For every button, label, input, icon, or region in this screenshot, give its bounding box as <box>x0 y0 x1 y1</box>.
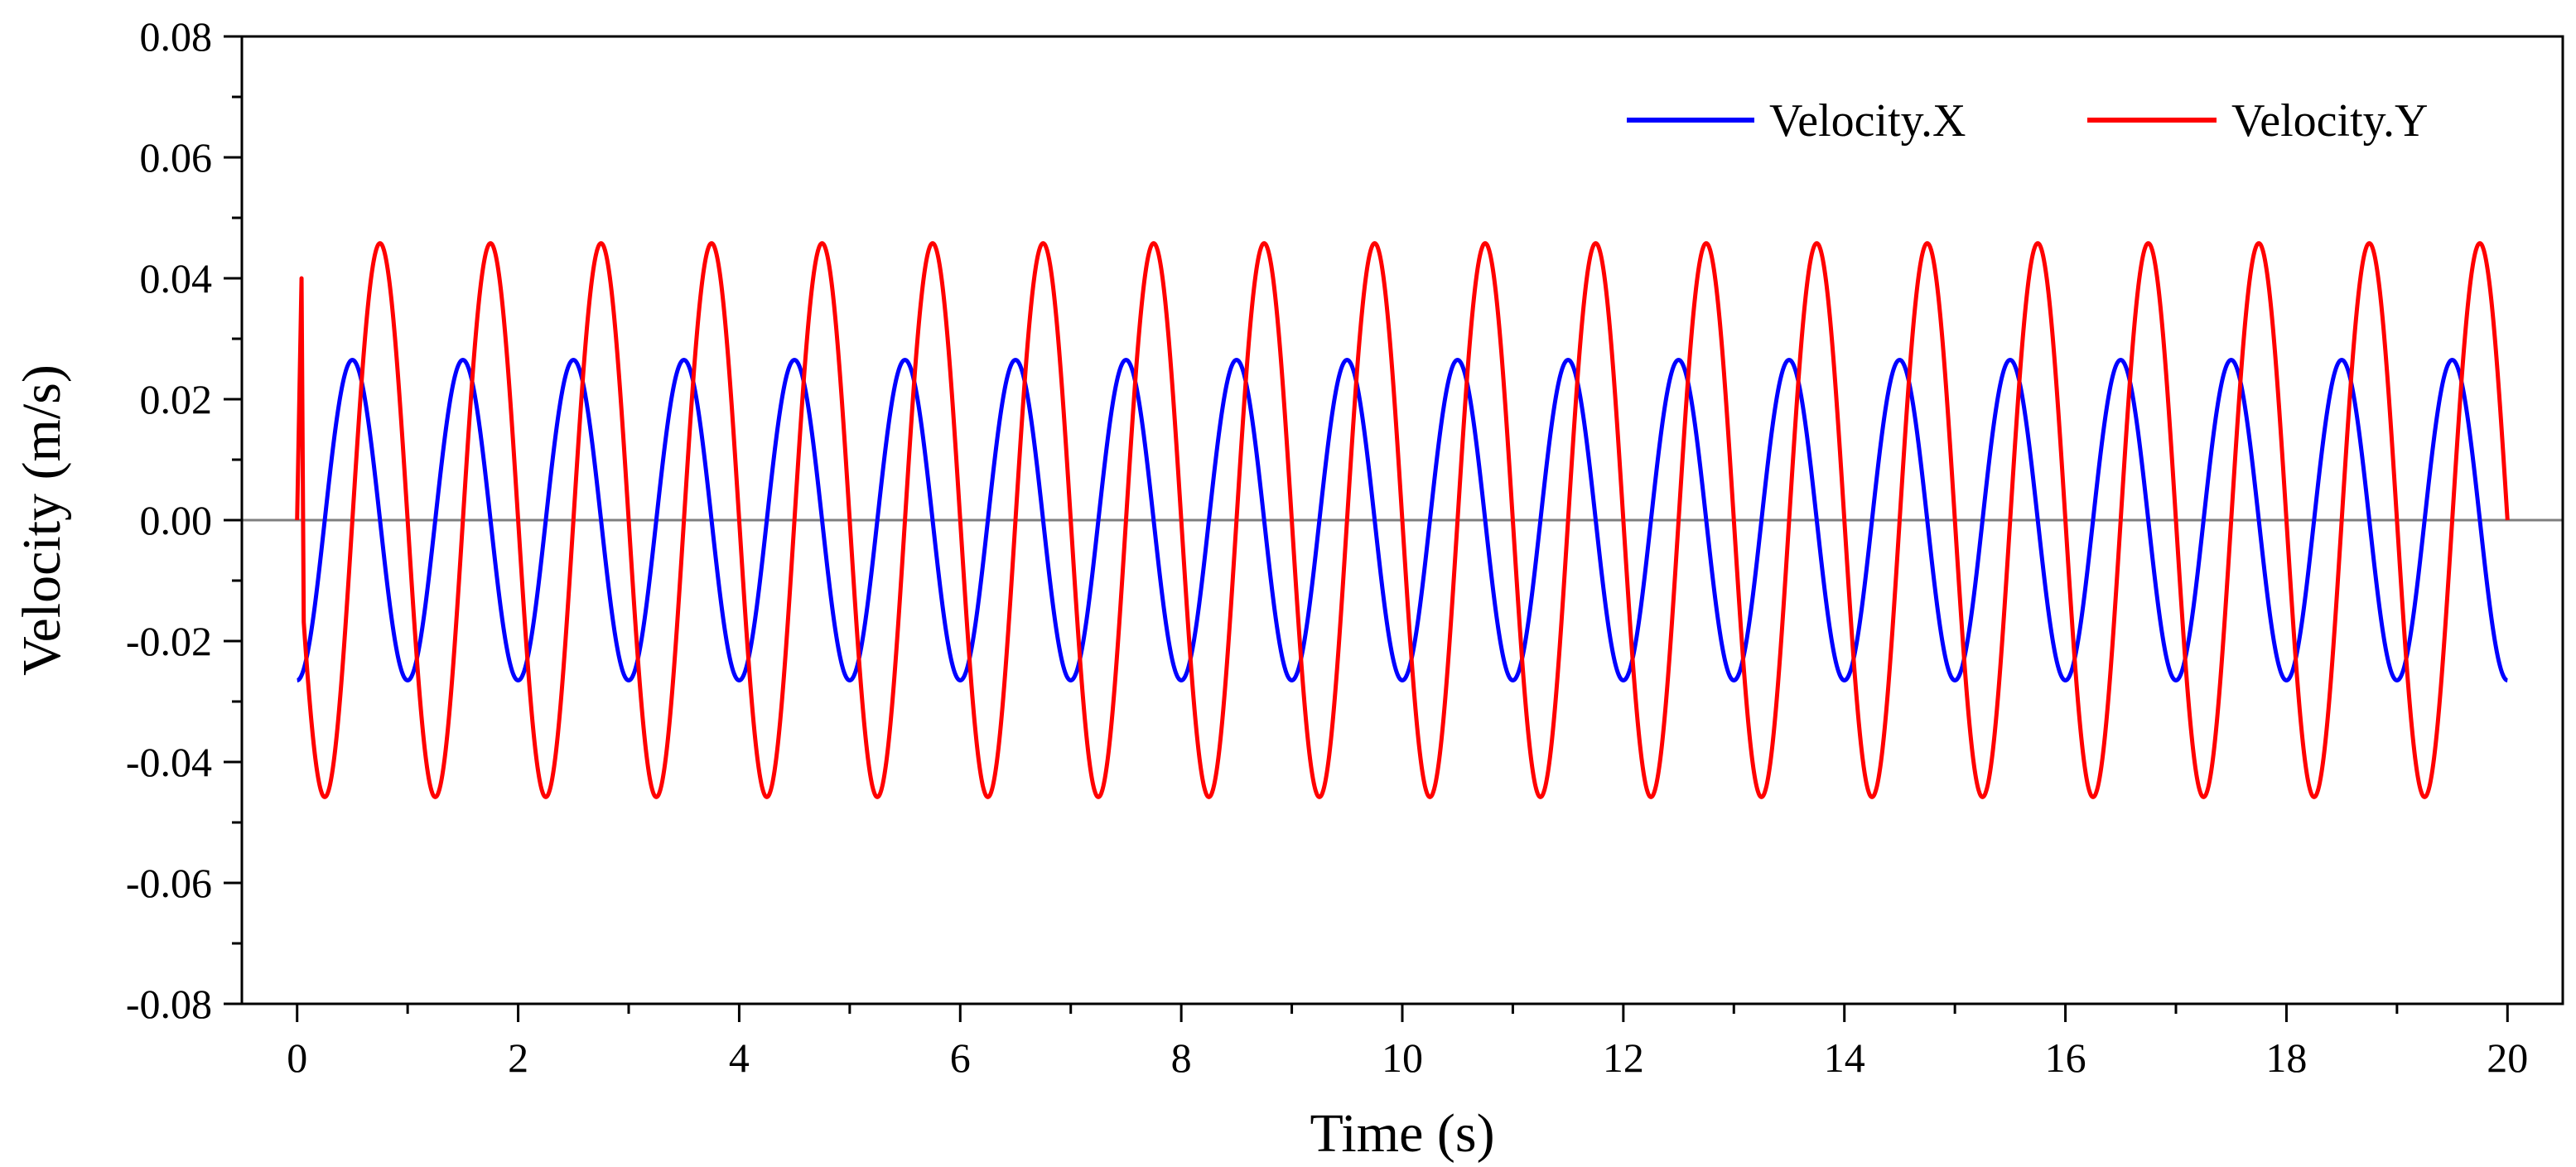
x-axis-title: Time (s) <box>1310 1103 1494 1164</box>
x-tick-label: 8 <box>1171 1034 1192 1081</box>
x-tick-label: 20 <box>2487 1034 2528 1081</box>
x-tick-label: 16 <box>2045 1034 2086 1081</box>
x-tick-label: 14 <box>1824 1034 1865 1081</box>
x-tick-label: 18 <box>2265 1034 2307 1081</box>
y-tick-label: 0.08 <box>140 13 213 60</box>
x-tick-label: 2 <box>508 1034 528 1081</box>
series-line-velocity-x <box>295 358 2510 682</box>
x-tick-label: 4 <box>729 1034 750 1081</box>
legend-item-velocity-x: Velocity.X <box>1627 95 1966 147</box>
legend-label: Velocity.X <box>1769 95 1966 147</box>
x-tick-label: 10 <box>1382 1034 1423 1081</box>
y-axis-title: Velocity (m/s) <box>12 364 72 676</box>
y-tick-label: 0.06 <box>140 134 213 181</box>
y-tick-label: -0.06 <box>126 860 212 906</box>
x-tick-label: 6 <box>950 1034 971 1081</box>
legend-item-velocity-y: Velocity.Y <box>2087 95 2428 147</box>
y-tick-label: -0.04 <box>126 739 212 785</box>
y-tick-label: -0.02 <box>126 618 212 664</box>
x-tick-label: 0 <box>287 1034 307 1081</box>
series-line-velocity-y <box>295 241 2510 799</box>
y-tick-label: 0.02 <box>140 376 213 422</box>
legend: Velocity.X Velocity.Y <box>1627 95 2428 147</box>
y-tick-label: -0.08 <box>126 981 212 1027</box>
y-tick-label: 0.00 <box>140 497 213 543</box>
legend-label: Velocity.Y <box>2231 95 2428 147</box>
x-tick-label: 12 <box>1603 1034 1644 1081</box>
y-tick-label: 0.04 <box>140 255 213 301</box>
